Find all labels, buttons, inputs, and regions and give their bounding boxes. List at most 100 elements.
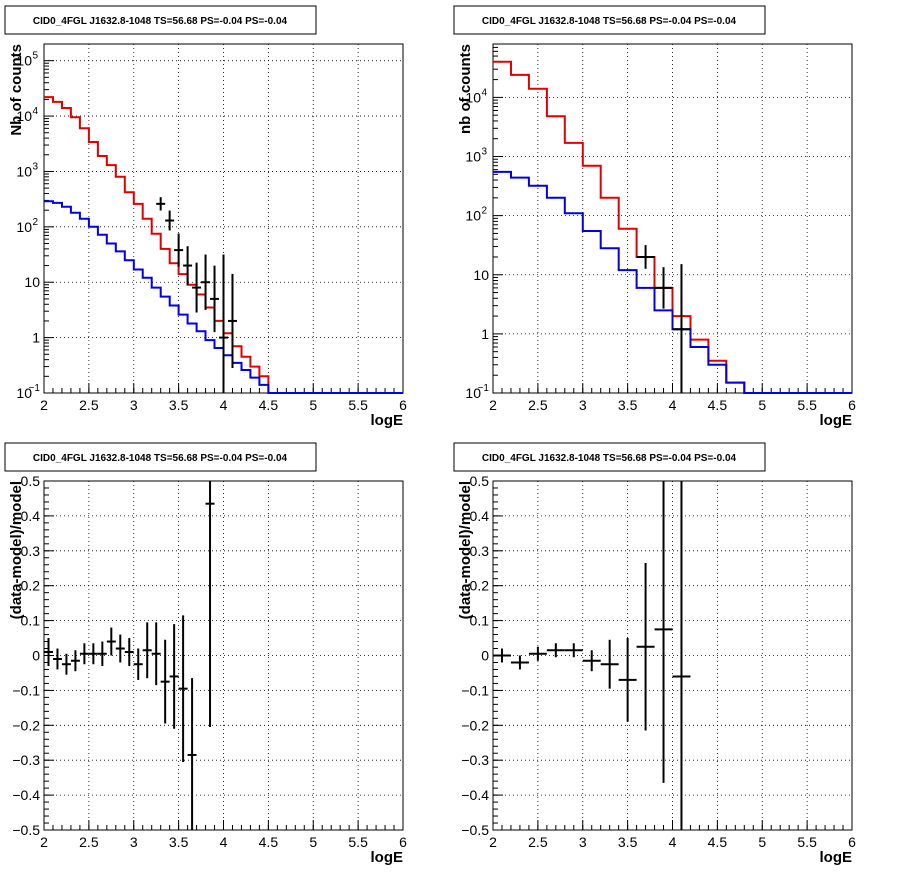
y-axis-label: Nb of counts bbox=[8, 44, 25, 136]
y-tick-label: 0 bbox=[481, 648, 489, 664]
x-tick-label: 5 bbox=[758, 397, 766, 413]
y-tick-label: 10 bbox=[16, 163, 32, 179]
x-tick-label: 5 bbox=[309, 834, 317, 850]
y-tick-label: −0.3 bbox=[12, 752, 40, 768]
x-tick-label: 4 bbox=[669, 834, 677, 850]
x-tick-label: 3 bbox=[579, 834, 587, 850]
y-tick-label: −0.2 bbox=[12, 717, 40, 733]
y-tick-exponent: 3 bbox=[481, 147, 487, 158]
y-tick-exponent: 3 bbox=[32, 161, 38, 172]
x-tick-label: 5.5 bbox=[797, 397, 817, 413]
x-tick-label: 3.5 bbox=[169, 397, 189, 413]
y-tick-exponent: −1 bbox=[29, 383, 41, 394]
x-tick-label: 4 bbox=[220, 397, 228, 413]
x-tick-label: 3 bbox=[130, 834, 138, 850]
y-tick-label: 10 bbox=[16, 53, 32, 69]
y-tick-label: −0.5 bbox=[12, 822, 40, 838]
x-tick-label: 4.5 bbox=[708, 397, 728, 413]
x-tick-label: 3.5 bbox=[618, 397, 638, 413]
y-tick-label: 0.1 bbox=[21, 613, 41, 629]
y-tick-label: 0.5 bbox=[470, 473, 490, 489]
y-tick-exponent: 4 bbox=[32, 106, 38, 117]
y-axis-label: (data-model)/model bbox=[457, 481, 474, 619]
y-tick-label: 1 bbox=[481, 326, 489, 342]
title-box bbox=[453, 442, 766, 472]
y-tick-label: −0.2 bbox=[461, 717, 489, 733]
y-tick-label: −0.4 bbox=[12, 787, 40, 803]
x-tick-label: 2.5 bbox=[528, 834, 548, 850]
y-tick-label: 10 bbox=[465, 208, 481, 224]
y-tick-exponent: 5 bbox=[32, 51, 38, 62]
y-tick-label: 10 bbox=[465, 149, 481, 165]
y-tick-label: 10 bbox=[16, 385, 32, 401]
x-tick-label: 6 bbox=[399, 834, 407, 850]
x-tick-label: 2 bbox=[40, 834, 48, 850]
chart-title: CID0_4FGL J1632.8-1048 TS=56.68 PS=-0.04… bbox=[33, 16, 288, 27]
y-tick-label: 10 bbox=[24, 274, 40, 290]
panel-top-right-counts: CID0_4FGL J1632.8-1048 TS=56.68 PS=-0.04… bbox=[449, 0, 898, 437]
y-tick-label: −0.1 bbox=[12, 682, 40, 698]
y-tick-label: 0.4 bbox=[470, 508, 490, 524]
x-tick-label: 3.5 bbox=[618, 834, 638, 850]
x-axis-label: logE bbox=[371, 849, 404, 866]
residuals-plot-right: CID0_4FGL J1632.8-1048 TS=56.68 PS=-0.04… bbox=[453, 442, 856, 866]
counts-histogram-right: CID0_4FGL J1632.8-1048 TS=56.68 PS=-0.04… bbox=[453, 5, 856, 429]
y-tick-label: 0.3 bbox=[470, 543, 490, 559]
x-tick-label: 4.5 bbox=[259, 397, 279, 413]
counts-histogram-left: CID0_4FGL J1632.8-1048 TS=56.68 PS=-0.04… bbox=[4, 5, 407, 429]
y-tick-label: 0.2 bbox=[21, 578, 41, 594]
x-tick-label: 6 bbox=[848, 397, 856, 413]
chart-title: CID0_4FGL J1632.8-1048 TS=56.68 PS=-0.04… bbox=[482, 453, 737, 464]
x-tick-label: 6 bbox=[848, 834, 856, 850]
chart-title: CID0_4FGL J1632.8-1048 TS=56.68 PS=-0.04… bbox=[482, 16, 737, 27]
y-tick-label: 1 bbox=[32, 330, 40, 346]
total-model-histogram bbox=[493, 60, 852, 394]
x-tick-label: 5.5 bbox=[348, 834, 368, 850]
y-tick-label: 0 bbox=[32, 648, 40, 664]
title-box bbox=[4, 5, 317, 35]
x-tick-label: 3 bbox=[579, 397, 587, 413]
x-tick-label: 5.5 bbox=[797, 834, 817, 850]
y-tick-label: 0.3 bbox=[21, 543, 41, 559]
title-box bbox=[453, 5, 766, 35]
x-axis-label: logE bbox=[820, 849, 853, 866]
y-tick-label: 10 bbox=[473, 267, 489, 283]
x-axis-label: logE bbox=[371, 412, 404, 429]
x-tick-label: 2 bbox=[40, 397, 48, 413]
y-tick-label: −0.4 bbox=[461, 787, 489, 803]
y-tick-label: 0.1 bbox=[470, 613, 490, 629]
x-tick-label: 5 bbox=[758, 834, 766, 850]
x-tick-label: 2 bbox=[489, 397, 497, 413]
y-tick-label: 0.4 bbox=[21, 508, 41, 524]
panel-bottom-left-residuals: CID0_4FGL J1632.8-1048 TS=56.68 PS=-0.04… bbox=[0, 437, 449, 875]
y-tick-label: 10 bbox=[16, 108, 32, 124]
x-tick-label: 4 bbox=[669, 397, 677, 413]
x-tick-label: 2 bbox=[489, 834, 497, 850]
y-axis-label: nb of counts bbox=[457, 44, 474, 134]
y-tick-label: 10 bbox=[16, 219, 32, 235]
y-tick-label: −0.1 bbox=[461, 682, 489, 698]
x-tick-label: 3 bbox=[130, 397, 138, 413]
y-tick-label: −0.5 bbox=[461, 822, 489, 838]
panel-bottom-right-residuals: CID0_4FGL J1632.8-1048 TS=56.68 PS=-0.04… bbox=[449, 437, 898, 875]
x-tick-label: 2.5 bbox=[79, 834, 99, 850]
x-axis-label: logE bbox=[820, 412, 853, 429]
y-tick-label: 10 bbox=[465, 385, 481, 401]
y-tick-label: −0.3 bbox=[461, 752, 489, 768]
y-tick-exponent: 2 bbox=[481, 206, 487, 217]
x-tick-label: 4 bbox=[220, 834, 228, 850]
source-model-histogram bbox=[44, 200, 403, 394]
x-tick-label: 4.5 bbox=[708, 834, 728, 850]
y-axis-label: (data-model)/model bbox=[8, 481, 25, 619]
x-tick-label: 2.5 bbox=[79, 397, 99, 413]
panel-top-left-counts: CID0_4FGL J1632.8-1048 TS=56.68 PS=-0.04… bbox=[0, 0, 449, 437]
y-tick-exponent: 4 bbox=[481, 87, 487, 98]
x-tick-label: 2.5 bbox=[528, 397, 548, 413]
source-model-histogram bbox=[493, 170, 852, 394]
x-tick-label: 5.5 bbox=[348, 397, 368, 413]
x-tick-label: 3.5 bbox=[169, 834, 189, 850]
x-tick-label: 5 bbox=[309, 397, 317, 413]
y-tick-exponent: −1 bbox=[478, 383, 490, 394]
y-tick-label: 10 bbox=[465, 89, 481, 105]
